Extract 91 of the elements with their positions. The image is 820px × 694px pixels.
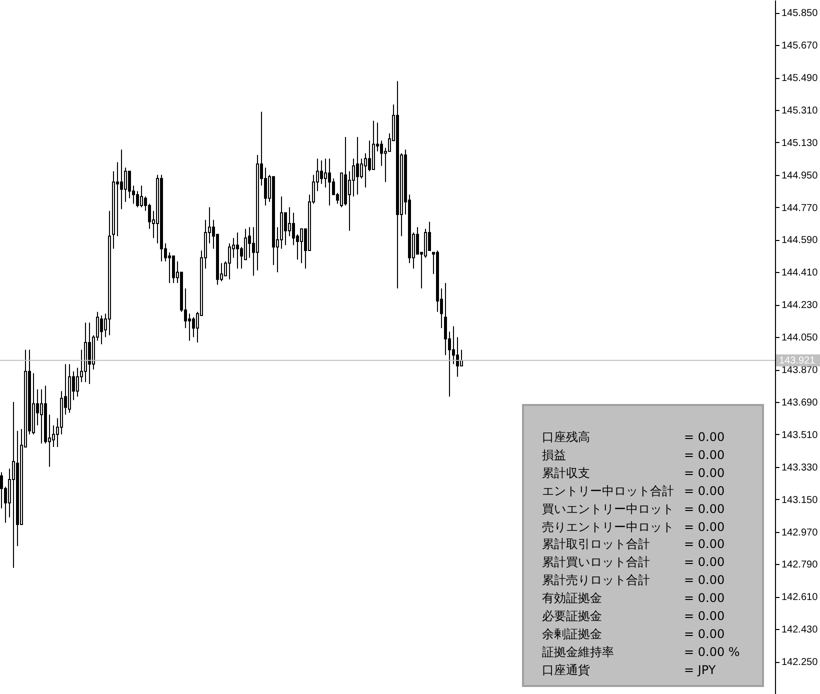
annotation: = 0.00 bbox=[684, 448, 726, 463]
candlestick bbox=[364, 152, 367, 188]
candlestick bbox=[52, 424, 55, 448]
candlestick bbox=[140, 185, 143, 208]
candlestick bbox=[452, 326, 455, 365]
candlestick bbox=[188, 313, 191, 342]
y-tick-label: 145.850 bbox=[782, 8, 818, 20]
annotation: 有効証拠金 bbox=[542, 591, 603, 606]
y-tick-label: 143.150 bbox=[782, 494, 818, 506]
y-tick-label: 144.230 bbox=[782, 300, 818, 312]
candlestick bbox=[40, 388, 43, 444]
y-tick-label: 142.610 bbox=[782, 592, 818, 604]
annotation: = 0.00 bbox=[684, 537, 726, 552]
annotation: 必要証拠金 bbox=[542, 609, 603, 624]
annotation: = 0.00 % bbox=[684, 644, 740, 660]
candlestick bbox=[0, 472, 3, 509]
annotation: 口座通貨 bbox=[542, 662, 591, 678]
candlestick bbox=[192, 316, 195, 338]
annotation: 売りエントリー中ロット bbox=[542, 520, 675, 534]
annotation: 証拠金維持率 bbox=[542, 644, 615, 660]
annotation: 損益 bbox=[542, 448, 567, 463]
candlestick bbox=[320, 160, 323, 184]
candlestick bbox=[284, 212, 287, 246]
ref-line-label: 143.921 bbox=[779, 355, 816, 366]
y-tick-label: 142.250 bbox=[782, 657, 818, 668]
candlestick bbox=[168, 252, 171, 284]
candlestick bbox=[368, 140, 371, 172]
annotation: = 0.00 bbox=[684, 609, 726, 624]
annotation: 累計買いロット合計 bbox=[542, 555, 651, 570]
annotation: = JPY bbox=[684, 662, 717, 678]
candlestick bbox=[136, 190, 139, 208]
annotation: = 0.00 bbox=[684, 502, 726, 517]
y-tick-label: 142.970 bbox=[782, 527, 818, 538]
candlestick bbox=[120, 149, 123, 210]
y-tick-label: 142.430 bbox=[782, 624, 818, 636]
annotation: = 0.00 bbox=[684, 484, 726, 499]
annotation: = 0.00 bbox=[684, 626, 726, 642]
annotation: 余剰証拠金 bbox=[542, 626, 603, 642]
y-tick-label: 142.790 bbox=[782, 560, 818, 571]
candlestick bbox=[172, 255, 175, 284]
y-tick-label: 145.670 bbox=[782, 40, 818, 52]
candlestick bbox=[328, 158, 331, 206]
y-tick-label: 145.490 bbox=[782, 73, 818, 84]
y-tick-label: 144.770 bbox=[782, 202, 818, 214]
candlestick bbox=[456, 336, 459, 378]
candlestick bbox=[264, 167, 267, 206]
annotation: 累計売りロット合計 bbox=[542, 573, 651, 588]
candlestick bbox=[424, 228, 427, 258]
candlestick bbox=[76, 367, 79, 398]
y-tick-label: 143.690 bbox=[782, 397, 818, 408]
candlestick bbox=[12, 401, 15, 568]
annotation: 累計収支 bbox=[542, 466, 591, 481]
annotation: = 0.00 bbox=[684, 573, 726, 588]
y-tick-label: 143.330 bbox=[782, 462, 818, 474]
candlestick bbox=[324, 158, 327, 188]
y-tick-label: 145.130 bbox=[782, 138, 818, 149]
candlestick bbox=[88, 322, 91, 384]
annotation: = 0.00 bbox=[684, 555, 726, 570]
candlestick bbox=[292, 212, 295, 246]
y-tick-label: 144.590 bbox=[782, 235, 818, 246]
candlestick bbox=[444, 282, 447, 356]
y-tick-label: 145.310 bbox=[782, 105, 818, 116]
annotation: 累計取引ロット合計 bbox=[542, 537, 651, 552]
candlestick bbox=[300, 228, 303, 264]
candlestick bbox=[128, 170, 131, 199]
candlestick bbox=[116, 162, 119, 237]
candlestick bbox=[236, 232, 239, 270]
y-tick-label: 144.950 bbox=[782, 170, 818, 182]
y-tick-label: 143.510 bbox=[782, 430, 818, 441]
y-tick-label: 143.870 bbox=[782, 365, 818, 376]
candlestick bbox=[228, 242, 231, 280]
candlestick bbox=[360, 158, 363, 179]
candlestick bbox=[288, 206, 291, 237]
candlestick bbox=[100, 314, 103, 345]
candlestick bbox=[416, 226, 419, 255]
y-tick-label: 144.050 bbox=[782, 332, 818, 344]
candlestick bbox=[460, 349, 463, 366]
annotation: 口座残高 bbox=[542, 430, 591, 445]
candlestick bbox=[380, 140, 383, 166]
y-tick-label: 144.410 bbox=[782, 268, 818, 279]
annotation: = 0.00 bbox=[684, 591, 726, 606]
candlestick bbox=[124, 167, 127, 202]
candlestick bbox=[248, 226, 251, 258]
annotation: = 0.00 bbox=[684, 466, 726, 481]
annotation: エントリー中ロット合計 bbox=[542, 484, 675, 499]
candlestick bbox=[352, 158, 355, 197]
annotation: = 0.00 bbox=[684, 430, 726, 445]
candlestick bbox=[356, 136, 359, 196]
annotation: = 0.00 bbox=[684, 520, 726, 534]
annotation: 買いエントリー中ロット bbox=[542, 502, 675, 517]
candlestick bbox=[244, 228, 247, 260]
